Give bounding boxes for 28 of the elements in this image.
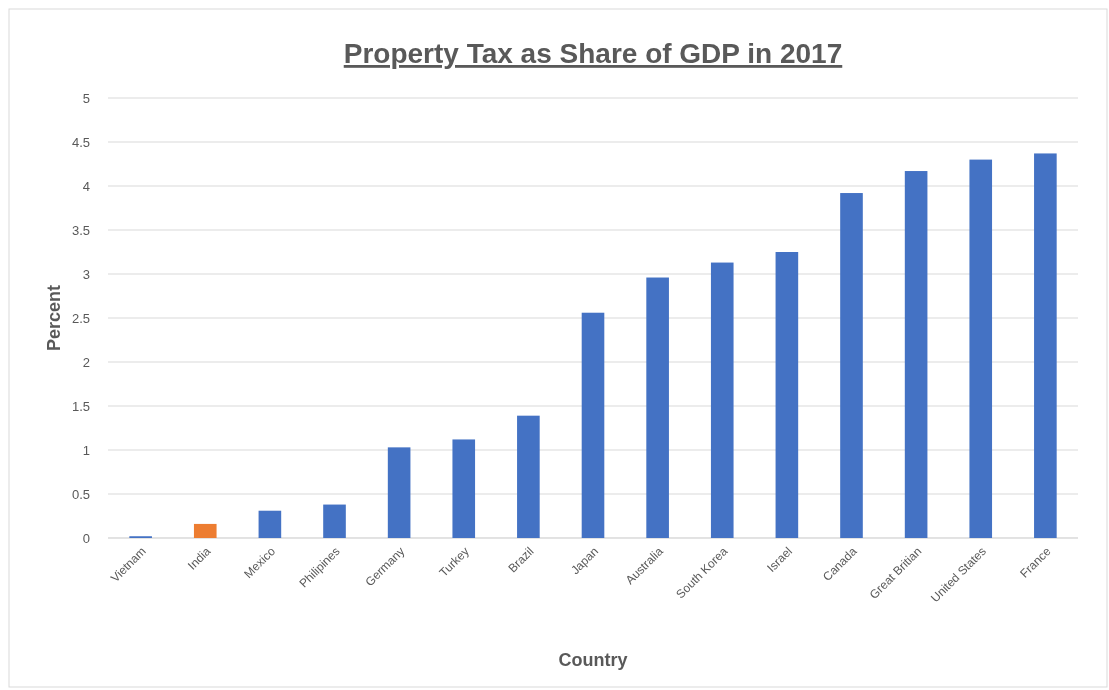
- y-tick-label: 0: [82, 530, 90, 546]
- y-tick-label: 1: [82, 442, 90, 458]
- bar: [258, 510, 282, 538]
- bar: [969, 159, 993, 538]
- bar: [517, 415, 540, 538]
- bar: [904, 171, 928, 538]
- y-tick-label: 2: [82, 354, 90, 370]
- y-axis-title: Percent: [44, 284, 64, 352]
- bar: [1034, 153, 1057, 538]
- bar: [775, 252, 799, 538]
- chart-title: Property Tax as Share of GDP in 2017: [343, 38, 843, 69]
- bar: [387, 447, 411, 538]
- y-tick-label: 3.5: [71, 222, 90, 238]
- bar: [646, 277, 669, 538]
- y-tick-label: 3: [82, 266, 90, 282]
- y-tick-label: 4.5: [71, 134, 90, 150]
- y-tick-label: 4: [82, 178, 90, 194]
- y-tick-label: 1.5: [71, 398, 90, 414]
- x-axis-title: Country: [558, 650, 628, 670]
- bar: [323, 504, 346, 538]
- bar: [840, 193, 863, 538]
- bar: [710, 262, 734, 538]
- y-tick-label: 5: [82, 90, 90, 106]
- y-tick-label: 0.5: [71, 486, 90, 502]
- bar: [581, 312, 605, 538]
- bar: [193, 523, 217, 538]
- y-tick-label: 2.5: [71, 310, 90, 326]
- bar: [452, 439, 476, 538]
